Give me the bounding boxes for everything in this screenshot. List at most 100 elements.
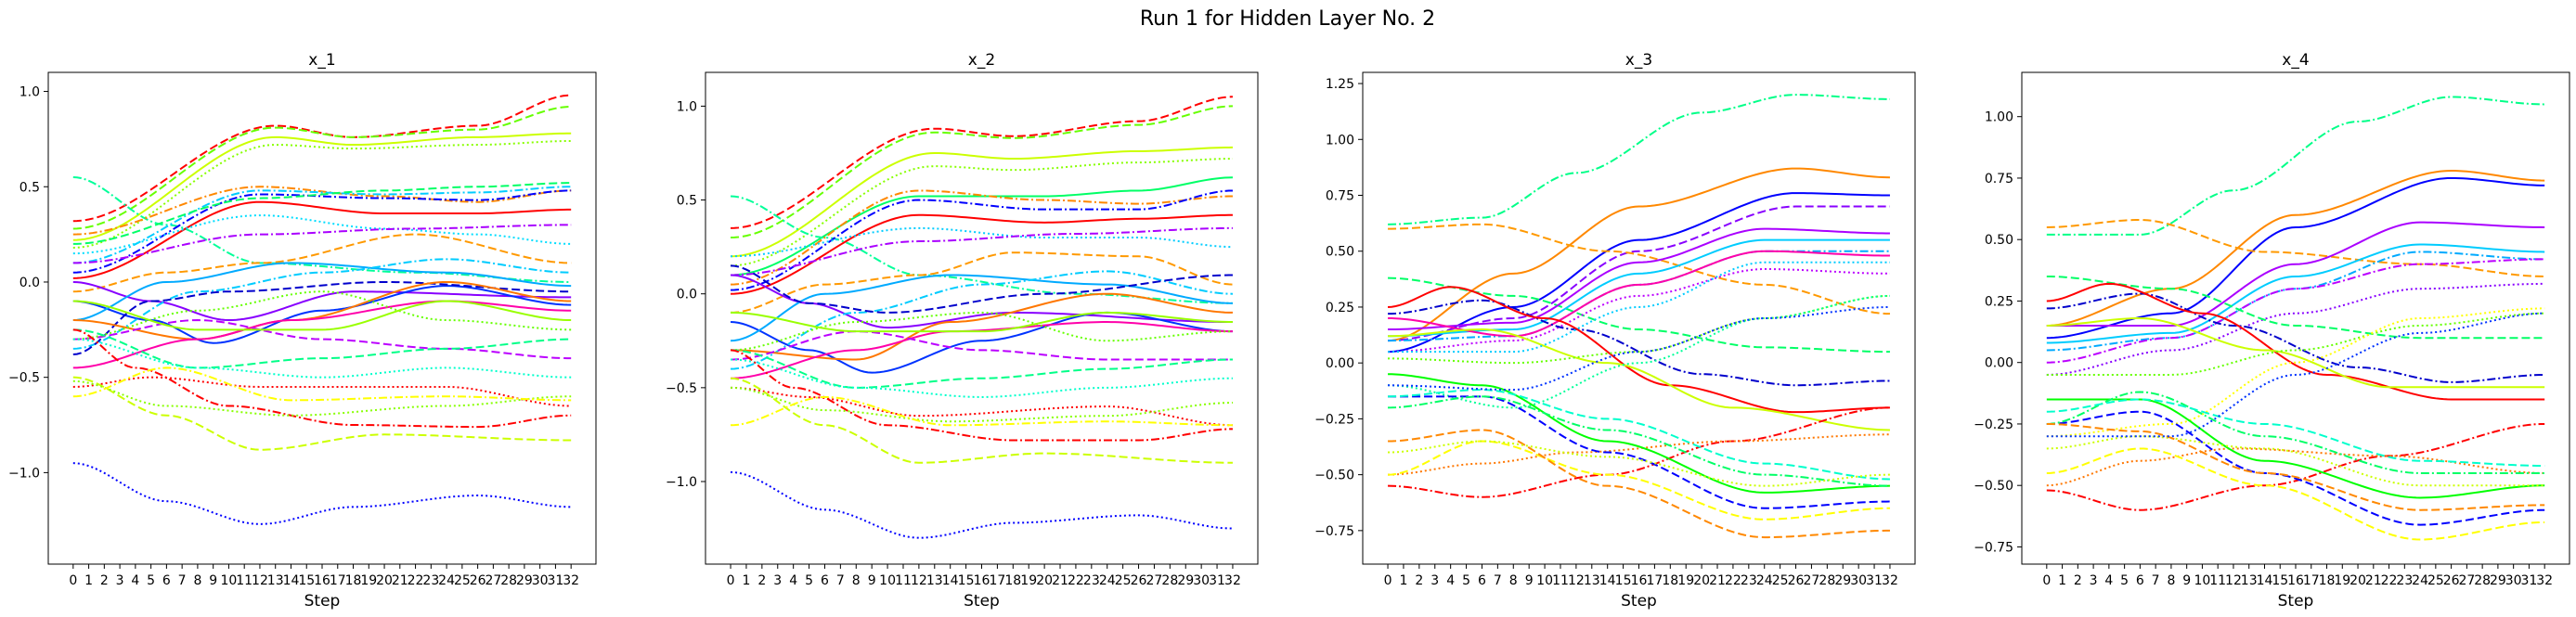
series-line-23 [2046,435,2545,487]
series-line-11 [72,214,572,255]
x-tick-label: 21 [2365,573,2382,588]
series-line-18 [2046,447,2545,541]
x-tick-label: 22 [408,573,424,588]
subplot-title: x_3 [1625,51,1652,70]
series-line-12 [731,226,1233,276]
x-tick-label: 11 [236,573,252,588]
x-tick-label: 25 [1115,573,1132,588]
x-tick-label: 30 [2505,573,2522,588]
series-group [1387,94,1890,539]
x-tick-label: 9 [868,573,876,588]
series-line-22 [731,349,1233,389]
series-line-7 [731,189,1233,286]
series-line-17 [1388,406,1890,498]
series-line-8 [731,189,1233,291]
x-tick-label: 7 [1494,573,1502,588]
x-tick-label: 26 [1131,573,1147,588]
series-line-15 [72,285,572,344]
x-tick-label: 15 [958,573,975,588]
y-tick-label: −0.5 [666,381,697,396]
x-tick-label: 6 [162,573,171,588]
x-tick-label: 30 [532,573,549,588]
series-line-20 [72,300,572,369]
x-tick-label: 5 [147,573,155,588]
x-tick-label: 23 [1741,573,1757,588]
x-axis-label: Step [2278,592,2314,611]
series-line-15 [730,274,1233,342]
series-line-15 [2046,307,2545,438]
x-tick-label: 22 [1725,573,1741,588]
series-line-12 [72,233,572,293]
series-line-29 [731,395,1233,427]
x-tick-label: 19 [2334,573,2350,588]
x-tick-label: 3 [116,573,124,588]
series-line-3 [72,132,572,241]
series-line-25 [1388,440,1890,487]
x-tick-label: 27 [1146,573,1163,588]
y-tick-label: −0.25 [1314,412,1354,427]
series-line-15 [1388,294,1890,365]
series-line-24 [731,358,1233,398]
series-line-10 [2046,275,2545,340]
x-tick-label: 3 [773,573,782,588]
x-tick-label: 18 [2319,573,2336,588]
subplot-x_4: 0 1 2 3 4 5 6 7 8 9 101112131415161718192021222324… [1974,51,2570,611]
x-tick-label: 28 [1819,573,1835,588]
x-tick-label: 18 [345,573,362,588]
x-tick-label: 10 [879,573,896,588]
x-tick-label: 31 [1866,573,1883,588]
y-tick-label: 1.0 [677,99,697,114]
x-tick-label: 10 [221,573,238,588]
series-line-18 [1388,433,1890,476]
series-line-6 [72,186,572,236]
y-tick-label: 0.0 [19,276,40,290]
series-line-9 [2046,282,2545,376]
series-line-1 [731,96,1233,229]
x-tick-label: 32 [1882,573,1898,588]
subplot-x_2: 0 1 2 3 4 5 6 7 8 9 10 11 12 13 14 15 16 17 18 19 20 21 22 23 24… [666,51,1259,611]
x-tick-label: 7 [178,573,187,588]
x-tick-label: 10 [1536,573,1553,588]
x-tick-label: 1 [84,573,93,588]
x-tick-label: 19 [1677,573,1694,588]
x-tick-label: 21 [1052,573,1068,588]
series-line-28 [72,376,572,451]
x-tick-label: 1 [1399,573,1407,588]
x-tick-label: 17 [1646,573,1663,588]
x-tick-label: 30 [1193,573,1210,588]
y-tick-label: 0.75 [1326,189,1354,204]
x-tick-label: 17 [2303,573,2320,588]
series-line-11 [1388,267,1890,353]
x-tick-label: 22 [2381,573,2398,588]
y-tick-label: −0.5 [8,371,40,386]
series-line-14 [1388,328,1890,431]
x-tick-label: 9 [209,573,217,588]
series-line-10 [731,226,1233,258]
series-line-30 [72,366,572,402]
x-tick-label: 12 [2225,573,2242,588]
series-line-14 [730,311,1233,374]
y-tick-label: −1.0 [8,466,40,481]
x-tick-label: 5 [2120,573,2129,588]
series-line-24 [72,300,572,331]
x-tick-label: 15 [298,573,315,588]
subplot-title: x_1 [308,51,335,70]
x-tick-label: 23 [1083,573,1100,588]
series-line-7 [72,186,572,264]
series-line-21 [1388,395,1890,509]
x-tick-label: 18 [1004,573,1021,588]
x-tick-label: 30 [1850,573,1867,588]
x-tick-label: 8 [1509,573,1518,588]
x-tick-label: 8 [193,573,201,588]
x-tick-label: 27 [1804,573,1820,588]
series-line-8 [2046,258,2545,364]
series-line-26 [1388,261,1890,353]
x-tick-label: 16 [1631,573,1648,588]
series-line-4 [2046,218,2545,277]
series-line-17 [72,258,572,350]
x-tick-label: 18 [1662,573,1678,588]
x-tick-label: 20 [1036,573,1053,588]
y-tick-label: −0.50 [1974,479,2013,494]
y-tick-label: 0.00 [1985,356,2013,371]
x-axis-label: Step [304,592,341,611]
